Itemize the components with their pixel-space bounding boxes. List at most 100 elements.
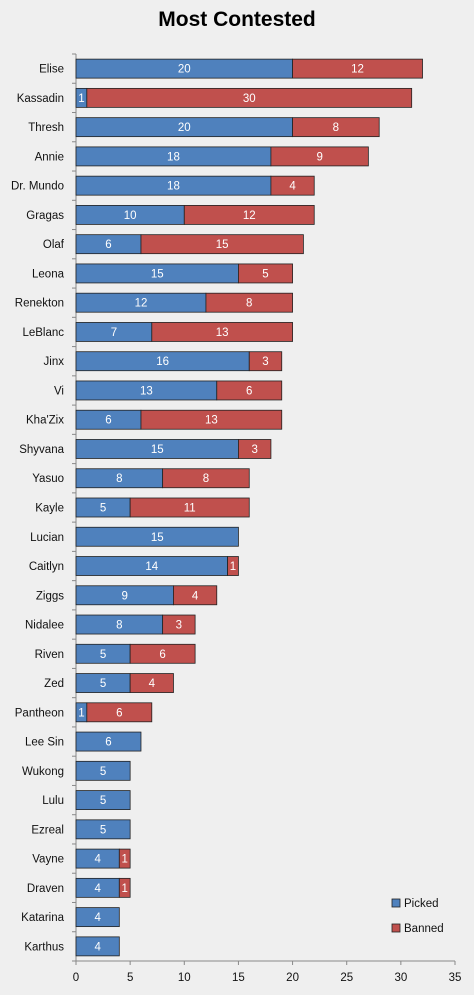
data-label-picked: 6 bbox=[105, 737, 111, 749]
category-label: Nidalee bbox=[25, 620, 64, 632]
data-label-picked: 8 bbox=[116, 620, 122, 632]
bar-banned bbox=[118, 848, 131, 869]
legend-swatch-picked bbox=[391, 898, 401, 908]
category-label: Annie bbox=[35, 151, 64, 163]
data-label-picked: 16 bbox=[156, 356, 169, 368]
data-label-picked: 20 bbox=[178, 122, 191, 134]
data-label-picked: 18 bbox=[167, 151, 180, 163]
data-label-picked: 12 bbox=[135, 298, 148, 310]
data-label-banned: 3 bbox=[262, 356, 268, 368]
data-label-banned: 30 bbox=[243, 93, 256, 105]
category-label: Ziggs bbox=[36, 590, 64, 602]
data-label-picked: 8 bbox=[116, 473, 122, 485]
category-label: Karthus bbox=[24, 941, 64, 953]
data-label-picked: 5 bbox=[100, 649, 106, 661]
data-label-banned: 1 bbox=[122, 854, 128, 866]
x-tick-label: 20 bbox=[286, 972, 299, 984]
bar-picked bbox=[75, 790, 131, 810]
data-label-picked: 5 bbox=[100, 503, 106, 515]
category-label: Kha'Zix bbox=[26, 415, 64, 427]
bar-banned bbox=[140, 409, 283, 430]
bar-banned bbox=[173, 585, 218, 606]
data-label-picked: 13 bbox=[140, 385, 153, 397]
bar-picked bbox=[75, 907, 120, 928]
bar-banned bbox=[118, 877, 131, 898]
data-label-banned: 6 bbox=[159, 649, 165, 661]
bar-banned bbox=[238, 439, 272, 459]
data-label-picked: 4 bbox=[94, 941, 101, 953]
bar-picked bbox=[75, 760, 131, 781]
data-label-banned: 4 bbox=[289, 181, 296, 193]
data-label-banned: 12 bbox=[243, 210, 256, 222]
data-label-picked: 7 bbox=[111, 327, 117, 339]
bar-banned bbox=[292, 58, 423, 79]
data-label-picked: 1 bbox=[78, 707, 84, 719]
data-label-picked: 15 bbox=[151, 268, 164, 280]
category-label: Thresh bbox=[28, 122, 64, 134]
x-tick-label: 30 bbox=[394, 972, 407, 984]
bar-banned bbox=[270, 146, 369, 167]
category-label: Renekton bbox=[15, 298, 64, 310]
data-label-banned: 4 bbox=[192, 590, 199, 602]
bar-picked bbox=[75, 819, 131, 840]
x-tick-label: 15 bbox=[232, 972, 245, 984]
data-label-picked: 5 bbox=[100, 678, 106, 690]
x-tick-label: 25 bbox=[340, 972, 353, 984]
bar-banned bbox=[205, 292, 293, 313]
data-label-picked: 5 bbox=[100, 795, 106, 807]
category-label: Leona bbox=[32, 268, 65, 280]
category-label: Zed bbox=[44, 678, 64, 690]
data-label-banned: 12 bbox=[351, 64, 364, 76]
category-label: Kayle bbox=[35, 503, 64, 515]
data-label-banned: 1 bbox=[230, 561, 236, 573]
bar-banned bbox=[270, 175, 315, 196]
legend-label-banned: Banned bbox=[404, 923, 444, 935]
x-tick-label: 35 bbox=[449, 972, 462, 984]
data-label-banned: 9 bbox=[316, 151, 322, 163]
legend-swatch-banned bbox=[391, 923, 401, 933]
bar-banned bbox=[292, 117, 380, 138]
category-label: LeBlanc bbox=[22, 327, 64, 339]
category-label: Kassadin bbox=[17, 93, 64, 105]
data-label-picked: 14 bbox=[145, 561, 158, 573]
data-label-picked: 1 bbox=[78, 93, 84, 105]
data-label-picked: 6 bbox=[105, 415, 111, 427]
x-tick-label: 0 bbox=[73, 972, 79, 984]
category-label: Caitlyn bbox=[29, 561, 64, 573]
category-label: Lulu bbox=[42, 795, 64, 807]
data-label-banned: 11 bbox=[184, 503, 196, 515]
bar-banned bbox=[238, 263, 293, 284]
data-label-picked: 5 bbox=[100, 766, 106, 778]
bar-banned bbox=[151, 322, 293, 342]
category-label: Yasuo bbox=[32, 473, 64, 485]
data-label-banned: 15 bbox=[216, 239, 229, 251]
category-label: Pantheon bbox=[15, 707, 64, 719]
data-label-banned: 13 bbox=[205, 415, 218, 427]
category-label: Wukong bbox=[22, 766, 64, 778]
x-tick-label: 5 bbox=[127, 972, 133, 984]
data-label-banned: 3 bbox=[176, 620, 182, 632]
bar-banned bbox=[129, 673, 174, 693]
category-label: Riven bbox=[35, 649, 64, 661]
data-label-banned: 8 bbox=[203, 473, 209, 485]
category-label: Jinx bbox=[44, 356, 65, 368]
category-label: Vi bbox=[54, 385, 64, 397]
data-label-banned: 3 bbox=[251, 444, 257, 456]
bar-banned bbox=[227, 556, 239, 576]
bar-banned bbox=[129, 643, 196, 664]
data-label-banned: 8 bbox=[246, 298, 252, 310]
bar-banned bbox=[140, 234, 304, 255]
bar-banned bbox=[216, 380, 283, 401]
bar-banned bbox=[248, 351, 283, 372]
data-label-banned: 4 bbox=[149, 678, 156, 690]
chart-title: Most Contested bbox=[158, 8, 316, 31]
x-tick-label: 10 bbox=[178, 972, 191, 984]
data-label-banned: 6 bbox=[116, 707, 122, 719]
data-label-picked: 15 bbox=[151, 444, 164, 456]
category-label: Shyvana bbox=[19, 444, 64, 456]
category-label: Dr. Mundo bbox=[11, 181, 64, 193]
category-label: Olaf bbox=[43, 239, 65, 251]
legend-label-picked: Picked bbox=[404, 898, 439, 910]
category-label: Elise bbox=[39, 64, 64, 76]
